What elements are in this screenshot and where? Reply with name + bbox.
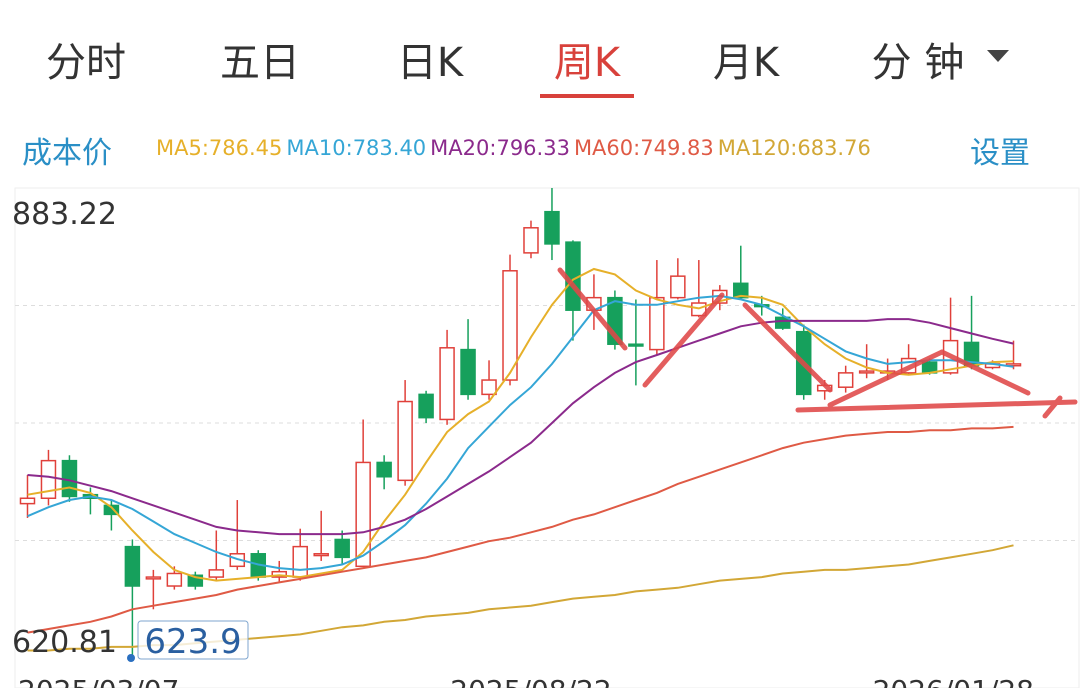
candle-body <box>145 576 162 580</box>
candle-body <box>774 316 791 329</box>
toolbar: 成本价 MA5:786.45 MA10:783.40 MA20:796.33 MA60… <box>0 128 1080 171</box>
candle-body <box>900 357 917 374</box>
candle-body <box>984 363 1001 369</box>
annotation-stroke <box>795 399 1078 413</box>
annotation-stroke <box>642 292 725 388</box>
candle-body <box>460 348 476 396</box>
candle-body <box>921 361 938 374</box>
annotation-box <box>137 620 249 660</box>
candle-body <box>292 545 308 578</box>
settings-button[interactable]: 设置 <box>970 136 1030 171</box>
candle-body <box>879 370 896 374</box>
annotation-label: 623.9 <box>144 622 241 662</box>
ma-line <box>27 267 1014 582</box>
candle-body <box>82 493 99 500</box>
tab[interactable]: 分 钟 <box>871 40 965 86</box>
x-tick-label: 2026/01/28 <box>873 674 1034 688</box>
y-tick-label: 620.81 <box>12 625 117 660</box>
candle-body <box>19 497 36 505</box>
candle-body <box>61 459 78 498</box>
candle-body <box>124 545 141 587</box>
candle-body <box>649 296 665 351</box>
candle-body <box>1005 363 1022 367</box>
candle-body <box>481 379 497 396</box>
marks <box>15 188 1079 658</box>
candle-body <box>40 459 57 500</box>
hand-drawn-annotations <box>557 267 1078 419</box>
tab-bar: 分时 五日 日K 周K 月K 分 钟 <box>0 30 1080 100</box>
candle-body <box>103 504 120 516</box>
candle-body <box>439 347 455 421</box>
annotation-stroke <box>742 302 833 393</box>
low-marker <box>127 654 135 662</box>
candle-body <box>691 302 707 317</box>
candle-body <box>858 370 875 374</box>
candle-body <box>229 553 246 568</box>
active-underline <box>540 94 634 98</box>
candle-body <box>187 574 204 587</box>
candle-body <box>544 210 560 245</box>
plot-frame <box>14 187 1080 688</box>
candle-body <box>628 343 644 347</box>
tab[interactable]: 分时 <box>46 40 126 86</box>
candle-body <box>250 553 267 578</box>
y-tick-label: 883.22 <box>12 197 117 232</box>
candle-body <box>586 296 602 311</box>
candle-body <box>670 275 686 299</box>
candle-body <box>712 289 728 304</box>
x-tick-label: 2025/08/22 <box>450 674 611 688</box>
annotation-stroke <box>827 349 945 408</box>
x-tick-label: 2025/03/07 <box>18 674 179 688</box>
candle-body <box>313 553 329 557</box>
candle-body <box>376 461 392 478</box>
candle-body <box>355 461 371 568</box>
candle-body <box>418 393 434 419</box>
candle-body <box>733 282 749 299</box>
cost-button[interactable]: 成本价 <box>22 136 112 171</box>
candle-body <box>607 296 623 345</box>
ma-line <box>27 318 1014 536</box>
annotation-stroke <box>1042 395 1063 419</box>
candle-body <box>208 569 225 578</box>
legend-entry: MA5:786.45 <box>156 136 283 160</box>
tab[interactable]: 五日 <box>220 40 300 86</box>
tab[interactable]: 周K <box>553 40 621 86</box>
candle-body <box>963 341 980 367</box>
annotation-stroke <box>557 267 628 351</box>
tab[interactable]: 月K <box>712 40 780 86</box>
candle-body <box>565 241 581 311</box>
candle-body <box>166 572 183 587</box>
ma-line <box>27 294 1014 571</box>
legend: MA5:786.45 MA10:783.40 MA20:796.33 MA60:749… <box>156 136 875 160</box>
candle-body <box>334 538 350 559</box>
legend-entry: MA120:683.76 <box>717 136 871 160</box>
candle-body <box>397 400 413 482</box>
annotation-stroke <box>939 349 1031 396</box>
legend-entry: MA60:749.83 <box>573 136 714 160</box>
candle-body <box>837 372 854 388</box>
candle-body <box>942 339 959 374</box>
legend-entry: MA10:783.40 <box>286 136 427 160</box>
candle-body <box>523 227 539 254</box>
tab[interactable]: 日K <box>396 40 464 86</box>
candle-body <box>502 270 518 381</box>
candle-body <box>816 384 833 392</box>
legend-entry: MA20:796.33 <box>430 136 570 160</box>
candle-body <box>754 304 770 308</box>
ma-line <box>27 544 1014 652</box>
candle-body <box>795 330 812 396</box>
candle-body <box>271 570 287 578</box>
ma-line <box>27 425 1014 634</box>
dropdown-caret[interactable] <box>987 50 1009 64</box>
